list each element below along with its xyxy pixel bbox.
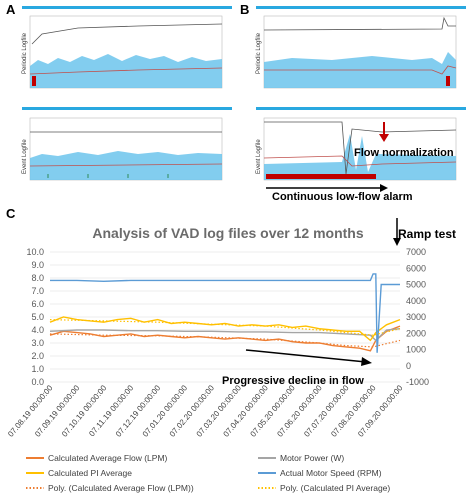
panel-b-low-flow-alarm-label: Continuous low-flow alarm xyxy=(272,191,413,203)
panel-b-normalization-arrowhead xyxy=(379,134,389,142)
panel-a-logfiles: Periodic Logfile Event Logfile xyxy=(22,6,232,181)
series-line xyxy=(49,328,401,342)
panel-b-flow-normalization-label: Flow normalization xyxy=(354,147,454,159)
y-left-tick-label: 6.0 xyxy=(31,299,44,309)
panel-letter-c: C xyxy=(6,206,16,221)
legend-label: Poly. (Calculated Average Flow (LPM)) xyxy=(48,483,194,493)
panel-a-periodic-label: Periodic Logfile xyxy=(22,32,28,74)
panel-a-periodic-plot xyxy=(29,15,223,89)
y-axis-left: 0.0 1.0 2.0 3.0 4.0 5.0 6.0 7.0 8.0 9.0 10.0 xyxy=(26,247,44,387)
chart-gridlines xyxy=(50,251,400,383)
y-left-tick-label: 1.0 xyxy=(31,364,44,374)
panel-b-periodic-plot xyxy=(263,15,457,89)
legend-label: Calculated PI Average xyxy=(48,468,132,478)
panel-letter-b: B xyxy=(240,2,250,17)
ramp-test-label: Ramp test xyxy=(398,227,456,241)
y-right-tick-label: 0 xyxy=(406,361,411,371)
panel-c-chart: Analysis of VAD log files over 12 months… xyxy=(6,218,456,493)
chart-title: Analysis of VAD log files over 12 months xyxy=(92,225,363,241)
panel-b-event-label: Event Logfile xyxy=(256,139,262,174)
panel-b-accent-top xyxy=(256,6,466,9)
panel-a-event-label: Event Logfile xyxy=(22,139,28,174)
chart-series xyxy=(49,273,401,353)
y-right-tick-label: 6000 xyxy=(406,263,426,273)
panel-b-logfiles: Periodic Logfile Event Logfile Flow norm… xyxy=(256,6,466,203)
panel-b-alarm-arrowhead xyxy=(380,184,388,192)
legend-label: Actual Motor Speed (RPM) xyxy=(280,468,382,478)
y-right-tick-label: 3000 xyxy=(406,312,426,322)
chart-legend: Calculated Average Flow (LPM) Motor Power… xyxy=(26,453,390,493)
legend-label: Poly. (Calculated PI Average) xyxy=(280,483,390,493)
y-left-tick-label: 4.0 xyxy=(31,325,44,335)
panel-b-event-plot xyxy=(263,117,457,181)
y-left-tick-label: 10.0 xyxy=(26,247,44,257)
panel-b-accent-mid xyxy=(256,107,466,110)
x-tick-label: 07.08.19 00:00:00 xyxy=(6,383,55,439)
decline-arrowhead xyxy=(361,357,372,366)
y-right-tick-label: 4000 xyxy=(406,296,426,306)
y-left-tick-label: 3.0 xyxy=(31,338,44,348)
panel-a-accent-mid xyxy=(22,107,232,110)
panel-a-event-plot xyxy=(29,117,223,181)
ramp-test-arrowhead xyxy=(393,238,401,246)
y-right-tick-label: 7000 xyxy=(406,247,426,257)
y-left-tick-label: 8.0 xyxy=(31,273,44,283)
legend-label: Motor Power (W) xyxy=(280,453,344,463)
y-left-tick-label: 0.0 xyxy=(31,377,44,387)
y-left-tick-label: 7.0 xyxy=(31,286,44,296)
panel-b-periodic-label: Periodic Logfile xyxy=(256,32,262,74)
y-left-tick-label: 5.0 xyxy=(31,312,44,322)
y-right-tick-label: 5000 xyxy=(406,280,426,290)
decline-arrow xyxy=(245,349,367,363)
decline-label: Progressive decline in flow xyxy=(222,375,364,387)
legend-label: Calculated Average Flow (LPM) xyxy=(48,453,168,463)
y-left-tick-label: 9.0 xyxy=(31,260,44,270)
y-axis-right: -1000 0 1000 2000 3000 4000 5000 6000 7000 xyxy=(406,247,429,387)
panel-letter-a: A xyxy=(6,2,16,17)
panel-a-accent-top xyxy=(22,6,232,9)
y-left-tick-label: 2.0 xyxy=(31,351,44,361)
y-right-tick-label: 2000 xyxy=(406,328,426,338)
y-right-tick-label: 1000 xyxy=(406,345,426,355)
series-line xyxy=(50,273,400,353)
y-right-tick-label: -1000 xyxy=(406,377,429,387)
